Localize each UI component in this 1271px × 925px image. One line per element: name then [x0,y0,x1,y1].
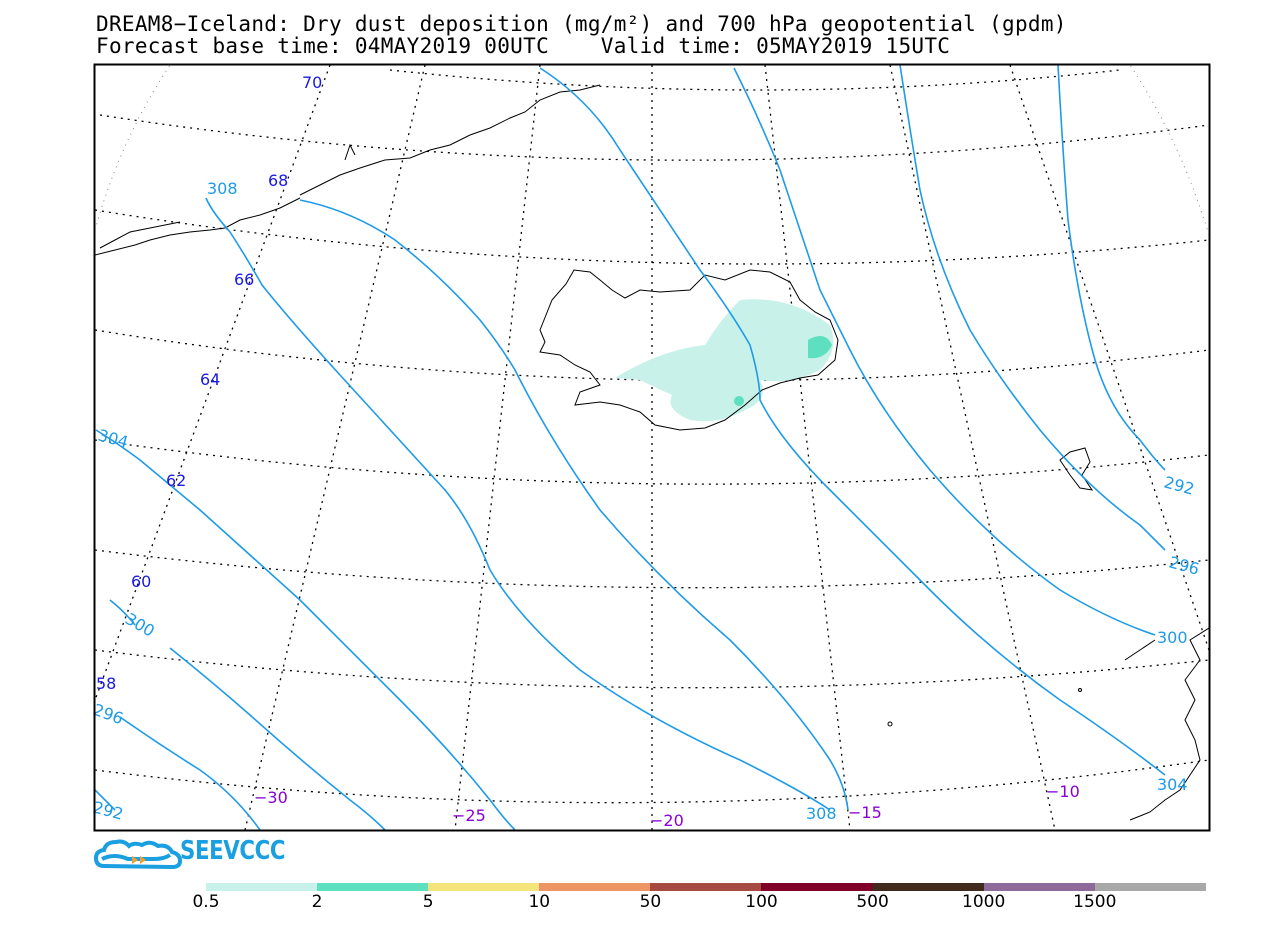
chart-title-line-2: Forecast base time: 04MAY2019 00UTC Vali… [96,34,951,58]
chart-title-line-1: DREAM8−Iceland: Dry dust deposition (mg/… [96,12,1067,36]
geopotential-contours [95,65,1166,830]
colorbar-swatch [872,883,984,891]
colorbar-swatch [539,883,651,891]
colorbar-tick-label: 10 [528,892,551,912]
contour-label: 296 [1167,553,1201,579]
contour-label: 296 [91,700,126,728]
latitude-label: 68 [268,171,288,190]
colorbar-labels: 0.5 2 5 10 50 100 500 1000 1500 [0,892,1271,914]
colorbar-swatch [317,883,429,891]
logo-text: SEEVCCC [180,836,286,866]
colorbar-tick-label: 0.5 [192,892,220,912]
longitude-label: −15 [848,803,882,822]
longitude-labels: −30 −25 −20 −15 −10 [254,782,1080,830]
latitude-label: 62 [166,471,186,490]
colorbar [206,883,1206,891]
colorbar-swatch [650,883,762,891]
latitude-label: 66 [234,270,254,289]
latitude-label: 58 [96,674,116,693]
contour-label: 292 [91,798,125,824]
colorbar-tick-label: 100 [745,892,778,912]
contour-label: 308 [806,804,837,823]
latitude-label: 60 [131,572,151,591]
colorbar-swatch [983,883,1095,891]
contour-label: 308 [207,179,238,198]
latitude-labels: 70 68 66 64 62 60 58 [96,73,322,693]
colorbar-tick-label: 2 [311,892,323,912]
coastlines [95,84,1209,821]
latitude-label: 70 [302,73,322,92]
latitude-gridlines [95,69,1209,804]
colorbar-tick-label: 5 [422,892,434,912]
longitude-label: −20 [650,811,684,830]
longitude-label: −10 [1046,782,1080,801]
colorbar-swatch [761,883,873,891]
contour-label: 304 [96,426,130,452]
colorbar-tick-label: 50 [639,892,662,912]
colorbar-swatch [428,883,540,891]
colorbar-tick-label: 1000 [962,892,1006,912]
latitude-label: 64 [200,370,220,389]
colorbar-tick-label: 500 [856,892,889,912]
colorbar-swatch [1094,883,1206,891]
longitude-label: −30 [254,788,288,807]
colorbar-tick-label: 1500 [1073,892,1117,912]
contour-label: 304 [1157,775,1188,794]
map-frame [93,63,1211,832]
cloud-logo-icon [94,839,183,870]
longitude-gridlines [95,65,1209,830]
contour-label: 300 [122,609,158,641]
contour-label: 300 [1157,628,1188,647]
colorbar-swatch [206,883,318,891]
dust-deposition-shading [615,299,834,422]
contour-label: 292 [1162,473,1196,499]
longitude-label: −25 [452,806,486,825]
